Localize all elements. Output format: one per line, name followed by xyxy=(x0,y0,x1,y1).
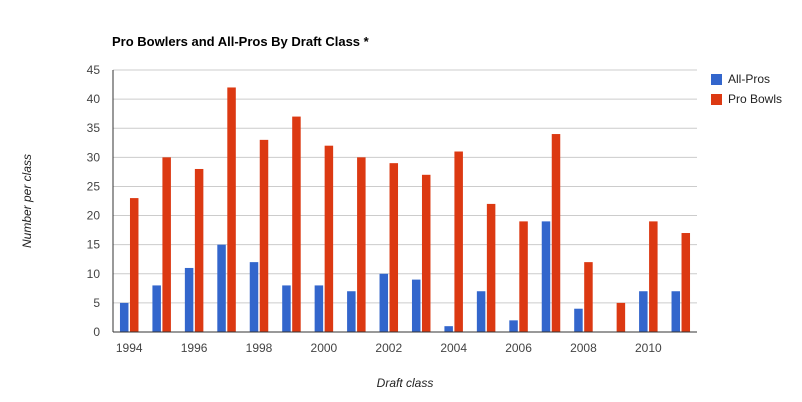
y-tick-label: 30 xyxy=(87,150,101,164)
x-tick-label: 2004 xyxy=(440,341,467,355)
x-tick-label: 1996 xyxy=(181,341,208,355)
bar-all-pros xyxy=(347,291,356,332)
bar-all-pros xyxy=(671,291,681,332)
bar-all-pros xyxy=(184,267,194,332)
bar-pro-bowls xyxy=(259,139,269,332)
y-tick-label: 40 xyxy=(87,92,101,106)
bar-pro-bowls xyxy=(129,198,139,332)
x-tick-label: 2010 xyxy=(635,341,662,355)
legend-swatch-pro-bowls xyxy=(711,93,722,105)
bar-all-pros xyxy=(217,244,226,332)
y-tick-label: 35 xyxy=(87,121,101,135)
y-tick-label: 20 xyxy=(87,209,101,223)
bar-all-pros xyxy=(509,320,518,332)
y-tick-label: 45 xyxy=(87,63,101,77)
bar-all-pros xyxy=(411,279,421,332)
x-tick-label: 2002 xyxy=(375,341,402,355)
x-tick-label: 1994 xyxy=(116,341,143,355)
bar-pro-bowls xyxy=(454,151,463,332)
bar-pro-bowls xyxy=(551,134,561,332)
x-tick-label: 2008 xyxy=(570,341,597,355)
legend-swatch-all-pros xyxy=(711,73,722,85)
bar-pro-bowls xyxy=(324,145,334,332)
bar-pro-bowls xyxy=(584,262,593,332)
bar-pro-bowls xyxy=(649,221,658,332)
bar-all-pros xyxy=(476,291,486,332)
bar-pro-bowls xyxy=(194,168,204,332)
bar-pro-bowls xyxy=(292,116,301,332)
bar-all-pros xyxy=(574,308,583,332)
bar-pro-bowls xyxy=(421,174,431,332)
bar-pro-bowls xyxy=(389,163,399,332)
bar-pro-bowls xyxy=(681,233,691,332)
y-tick-label: 0 xyxy=(93,325,100,339)
x-tick-label: 2006 xyxy=(505,341,532,355)
bars xyxy=(119,87,691,332)
bar-pro-bowls xyxy=(227,87,236,332)
bar-pro-bowls xyxy=(519,221,528,332)
gridlines xyxy=(113,69,697,304)
bar-all-pros xyxy=(314,285,324,332)
bar-pro-bowls xyxy=(486,203,496,332)
bar-all-pros xyxy=(119,302,129,332)
y-tick-label: 15 xyxy=(87,238,101,252)
legend-item-all-pros[interactable]: All-Pros xyxy=(711,69,782,89)
bar-all-pros xyxy=(249,262,259,332)
bar-pro-bowls xyxy=(162,157,171,332)
bar-all-pros xyxy=(379,273,389,332)
legend-label: Pro Bowls xyxy=(728,92,783,106)
bar-all-pros xyxy=(282,285,291,332)
bar-all-pros xyxy=(541,221,551,332)
x-tick-label: 1998 xyxy=(246,341,273,355)
x-axis-title: Draft class xyxy=(376,376,434,390)
x-tick-label: 2000 xyxy=(311,341,338,355)
y-tick-labels: 0 5 10 15 20 25 30 35 40 45 xyxy=(87,63,101,339)
legend-item-pro-bowls[interactable]: Pro Bowls xyxy=(711,89,782,109)
bar-all-pros xyxy=(152,285,161,332)
axes xyxy=(112,70,697,333)
y-tick-label: 5 xyxy=(93,296,100,310)
bar-pro-bowls xyxy=(357,157,366,332)
bar-all-pros xyxy=(639,291,648,332)
chart-title: Pro Bowlers and All-Pros By Draft Class … xyxy=(112,34,369,49)
y-tick-label: 10 xyxy=(87,267,101,281)
bar-pro-bowls xyxy=(616,302,626,332)
legend-label: All-Pros xyxy=(728,72,771,86)
bar-all-pros xyxy=(444,326,453,332)
x-tick-labels: 1994 1996 1998 2000 2002 2004 2006 2008 2010 xyxy=(116,341,662,355)
y-tick-label: 25 xyxy=(87,179,101,193)
legend: All-Pros Pro Bowls xyxy=(711,69,782,109)
